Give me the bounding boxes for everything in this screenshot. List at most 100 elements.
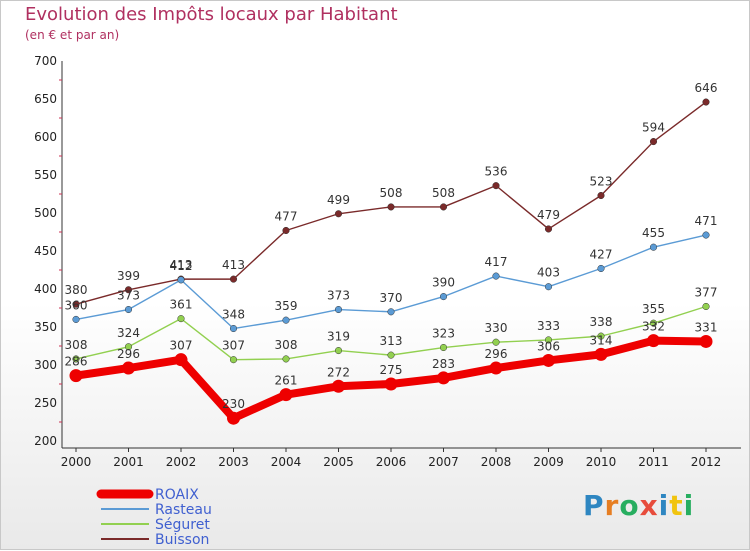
data-label: 508 — [432, 186, 455, 200]
data-point — [122, 361, 135, 375]
data-point — [437, 371, 450, 385]
data-label: 417 — [485, 255, 508, 269]
data-label: 230 — [222, 397, 245, 411]
data-point — [72, 315, 80, 323]
data-point — [227, 411, 240, 425]
x-tick-label: 2010 — [586, 455, 617, 469]
data-point — [387, 203, 395, 211]
data-label: 313 — [380, 334, 403, 348]
data-point — [544, 283, 553, 291]
data-label: 377 — [695, 285, 718, 299]
y-tick-label: 350 — [34, 320, 57, 334]
y-tick-label: 200 — [34, 434, 57, 448]
proxiti-logo: Proxiti — [583, 489, 694, 522]
data-label: 308 — [65, 338, 88, 352]
x-tick-label: 2003 — [218, 455, 249, 469]
legend-label: ROAIX — [155, 487, 199, 503]
y-tick-label: 500 — [34, 206, 57, 220]
data-label: 373 — [327, 289, 350, 303]
data-label: 536 — [485, 165, 508, 179]
data-label: 283 — [432, 357, 455, 371]
x-tick-label: 2009 — [533, 455, 564, 469]
chart-series — [69, 98, 713, 425]
y-tick-label: 700 — [34, 54, 57, 68]
x-tick-label: 2006 — [376, 455, 407, 469]
chart-subtitle: (en € et par an) — [25, 28, 120, 42]
data-label: 348 — [222, 308, 245, 322]
data-point — [699, 334, 713, 348]
data-label: 403 — [537, 266, 560, 280]
logo-letter: x — [639, 489, 659, 522]
data-label: 455 — [642, 226, 665, 240]
x-tick-label: 2004 — [271, 455, 302, 469]
data-label: 399 — [117, 269, 140, 283]
x-tick-label: 2008 — [481, 455, 512, 469]
data-point — [334, 305, 343, 314]
data-point — [332, 379, 345, 393]
logo-letter: P — [583, 489, 605, 522]
logo-letter: i — [683, 489, 695, 522]
data-label: 359 — [275, 299, 298, 313]
data-label: 323 — [432, 327, 455, 341]
data-label: 499 — [327, 193, 350, 207]
data-point — [124, 305, 133, 314]
data-point — [702, 98, 710, 106]
data-point — [282, 355, 290, 363]
data-point — [387, 351, 395, 359]
data-point — [229, 275, 238, 283]
data-point — [597, 332, 605, 340]
data-label: 308 — [275, 338, 298, 352]
data-point — [594, 347, 608, 361]
series-rasteau — [72, 231, 710, 333]
data-label: 324 — [117, 326, 140, 340]
data-point — [124, 286, 133, 294]
data-label: 412 — [170, 259, 193, 273]
data-point — [439, 203, 448, 211]
data-label: 307 — [222, 339, 245, 353]
data-label: 508 — [380, 186, 403, 200]
data-point — [597, 264, 605, 273]
data-label: 261 — [275, 374, 298, 388]
data-point — [177, 315, 185, 323]
data-point — [702, 231, 710, 239]
data-point — [649, 138, 658, 146]
data-label: 471 — [695, 214, 718, 228]
series-roaix — [69, 334, 713, 425]
x-tick-label: 2002 — [166, 455, 197, 469]
data-point — [387, 308, 395, 316]
legend-label: Séguret — [155, 517, 210, 533]
data-label: 332 — [642, 320, 665, 334]
data-point — [542, 353, 555, 367]
data-label: 275 — [380, 363, 403, 377]
data-label: 390 — [432, 276, 455, 290]
logo-letter: i — [658, 489, 670, 522]
data-label: 479 — [537, 208, 560, 222]
data-label: 373 — [117, 289, 140, 303]
data-point — [489, 361, 503, 375]
data-point — [282, 316, 290, 324]
x-tick-label: 2005 — [323, 455, 354, 469]
data-point — [124, 343, 133, 351]
data-point — [384, 377, 398, 391]
legend-label: Rasteau — [155, 502, 212, 518]
data-label: 594 — [642, 121, 665, 135]
x-tick-label: 2000 — [61, 455, 92, 469]
data-label: 272 — [327, 365, 350, 379]
data-label: 413 — [222, 258, 245, 272]
data-point — [702, 302, 710, 311]
y-tick-label: 650 — [34, 92, 57, 106]
series-line — [75, 101, 707, 305]
y-tick-label: 300 — [34, 358, 57, 372]
data-label: 331 — [695, 320, 718, 334]
data-label: 355 — [642, 302, 665, 316]
y-tick-label: 250 — [34, 396, 57, 410]
data-label: 286 — [65, 355, 88, 369]
data-label: 380 — [65, 283, 88, 297]
data-point — [334, 210, 343, 218]
data-label: 413 — [170, 258, 193, 272]
x-tick-label: 2001 — [113, 455, 144, 469]
data-point — [649, 243, 658, 251]
chart-title: Evolution des Impôts locaux par Habitant — [25, 4, 398, 25]
y-tick-label: 450 — [34, 244, 57, 258]
